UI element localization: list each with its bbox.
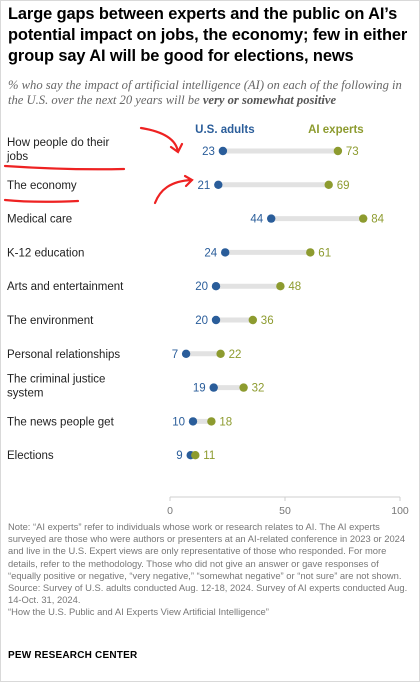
ai-experts-dot: [216, 349, 225, 358]
us-adults-dot: [211, 315, 221, 325]
us-adults-dot: [218, 146, 228, 156]
ai-experts-dot: [306, 248, 315, 257]
x-axis-tick-label: 0: [167, 505, 173, 517]
ai-experts-dot: [239, 383, 248, 392]
us-adults-value-label: 10: [172, 416, 185, 428]
x-axis-tick-label: 100: [391, 505, 409, 517]
note-text: Note: “AI experts” refer to individuals …: [8, 521, 406, 581]
ai-experts-value-label: 32: [252, 383, 265, 395]
ai-experts-dot: [324, 180, 333, 189]
brand-logo-text: PEW RESEARCH CENTER: [8, 650, 138, 661]
category-label: How people do their jobs: [6, 137, 109, 163]
category-label: Medical care: [7, 214, 72, 226]
us-adults-value-label: 9: [176, 450, 182, 462]
category-label: Arts and entertainment: [7, 281, 124, 293]
us-adults-value-label: 44: [250, 214, 263, 226]
notes-block: Note: “AI experts” refer to individuals …: [8, 521, 412, 619]
report-title: “How the U.S. Public and AI Experts View…: [8, 606, 269, 618]
category-label: K-12 education: [7, 247, 84, 259]
source-text: Source: Survey of U.S. adults conducted …: [8, 582, 408, 606]
category-label: The environment: [7, 315, 94, 327]
ai-experts-value-label: 18: [219, 416, 232, 428]
subtitle-text: % who say the impact of artificial intel…: [8, 78, 402, 107]
us-adults-dot: [267, 214, 276, 223]
category-label: The economy: [7, 180, 77, 192]
us-adults-value-label: 7: [172, 349, 178, 361]
us-adults-value-label: 23: [202, 146, 215, 158]
us-adults-dot: [214, 180, 223, 189]
category-label: The criminal justice system: [7, 374, 105, 400]
chart-subtitle: % who say the impact of artificial intel…: [8, 78, 413, 108]
us-adults-dot: [181, 349, 191, 358]
category-label: Personal relationships: [7, 349, 120, 361]
ai-experts-value-label: 69: [337, 180, 350, 192]
us-adults-value-label: 19: [193, 383, 206, 395]
ai-experts-dot: [191, 451, 200, 460]
dot-plot-chart: U.S. adults AI experts How people do their…: [6, 124, 409, 517]
us-adults-value-label: 20: [195, 315, 208, 327]
ai-experts-dot: [333, 146, 343, 156]
ai-experts-value-label: 11: [203, 450, 215, 462]
ai-experts-value-label: 36: [261, 315, 274, 327]
ai-experts-value-label: 48: [288, 281, 301, 293]
ai-experts-value-label: 61: [318, 247, 331, 259]
ai-experts-dot: [276, 282, 285, 291]
us-adults-value-label: 20: [195, 281, 208, 293]
subtitle-emphasis: very or somewhat positive: [202, 93, 337, 107]
us-adults-dot: [188, 417, 198, 426]
us-adults-value-label: 21: [198, 180, 211, 192]
us-adults-dot: [211, 282, 221, 291]
category-label: Elections: [7, 450, 54, 462]
chart-title: Large gaps between experts and the publi…: [8, 5, 408, 65]
x-axis-tick-label: 50: [279, 505, 291, 517]
ai-experts-value-label: 73: [346, 146, 359, 158]
us-adults-dot: [209, 383, 218, 392]
ai-experts-dot: [248, 315, 257, 325]
legend-ai-experts: AI experts: [308, 124, 364, 136]
us-adults-value-label: 24: [204, 247, 217, 259]
ai-experts-value-label: 84: [371, 214, 384, 226]
ai-experts-dot: [207, 417, 216, 426]
legend-us-adults: U.S. adults: [195, 124, 254, 136]
category-label: The news people get: [7, 416, 115, 428]
us-adults-dot: [221, 248, 230, 257]
ai-experts-value-label: 22: [229, 349, 242, 361]
ai-experts-dot: [359, 214, 368, 223]
